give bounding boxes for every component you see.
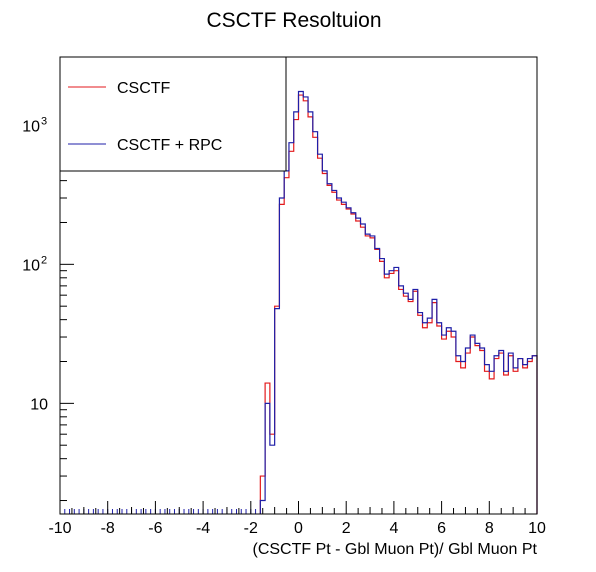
legend-label-csctf-rpc: CSCTF + RPC — [117, 137, 222, 154]
x-tick-label: 10 — [528, 520, 546, 537]
x-axis-title: (CSCTF Pt - Gbl Muon Pt)/ Gbl Muon Pt — [252, 541, 537, 558]
series-line-csctf-rpc — [259, 90, 538, 514]
legend: CSCTF CSCTF + RPC — [59, 56, 287, 172]
legend-label-csctf: CSCTF — [117, 80, 171, 97]
x-tick-label: -6 — [148, 520, 162, 537]
x-tick-label: -10 — [48, 520, 71, 537]
x-tick-label: 0 — [294, 520, 303, 537]
legend-box — [59, 56, 287, 172]
x-tick-label: 8 — [485, 520, 494, 537]
x-tick-label: 2 — [342, 520, 351, 537]
y-tick-exponent: 2 — [41, 254, 47, 266]
x-tick-label: 4 — [389, 520, 398, 537]
x-tick-label: -2 — [244, 520, 258, 537]
x-tick-label: -4 — [196, 520, 210, 537]
series-line-csctf — [259, 94, 538, 514]
y-tick-label: 10 — [30, 396, 48, 413]
y-tick-label: 10 — [22, 257, 40, 274]
y-tick-exponent: 3 — [41, 115, 47, 127]
chart-title: CSCTF Resoltuion — [206, 9, 381, 32]
x-tick-label: 6 — [437, 520, 446, 537]
y-tick-label: 10 — [22, 118, 40, 135]
x-tick-label: -8 — [101, 520, 115, 537]
